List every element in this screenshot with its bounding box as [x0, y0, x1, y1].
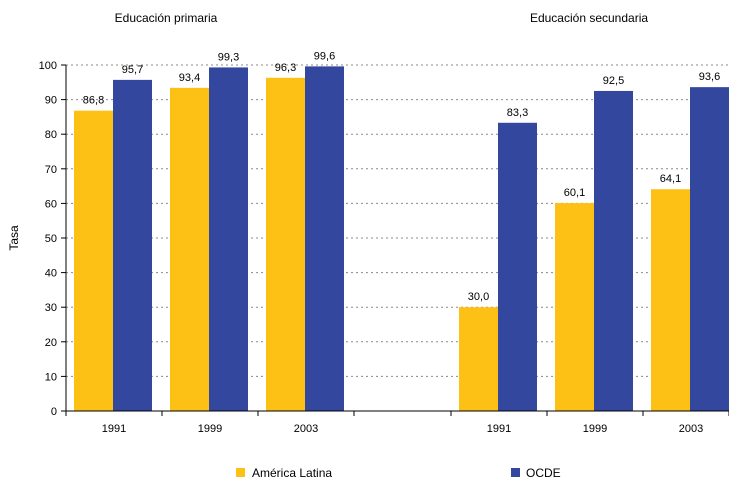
- bar-ocde: [305, 66, 344, 411]
- legend-label-america-latina: América Latina: [252, 466, 332, 480]
- data-label: 30,0: [468, 291, 489, 303]
- y-tick-label: 50: [45, 233, 57, 245]
- legend-label-ocde: OCDE: [526, 466, 561, 480]
- x-tick-label: 1999: [198, 423, 222, 435]
- y-tick-label: 0: [51, 406, 57, 418]
- x-tick-label: 1991: [102, 423, 126, 435]
- x-tick-label: 1991: [487, 423, 511, 435]
- data-label: 99,3: [218, 51, 239, 63]
- data-label: 92,5: [603, 75, 624, 87]
- bar-america-latina: [170, 87, 209, 411]
- labels: 0 10 20 30 40 50 60 70 80 90 100 Educación primaria…: [39, 11, 721, 435]
- y-tick-label: 60: [45, 198, 57, 210]
- bar-ocde: [209, 67, 248, 411]
- bar-ocde: [594, 90, 633, 411]
- bar-ocde: [113, 79, 152, 412]
- data-label: 96,3: [275, 62, 296, 74]
- y-tick-label: 40: [45, 268, 57, 280]
- data-label: 60,1: [564, 187, 585, 199]
- bar-america-latina: [555, 203, 594, 411]
- x-tick-label: 2003: [294, 423, 318, 435]
- y-tick-label: 100: [39, 60, 57, 72]
- y-tick-label: 30: [45, 302, 57, 314]
- bar-america-latina: [74, 110, 113, 411]
- y-tick-label: 10: [45, 371, 57, 383]
- data-label: 95,7: [122, 64, 143, 76]
- x-tick-label: 1999: [583, 423, 607, 435]
- data-label: 93,4: [179, 72, 200, 84]
- data-label: 64,1: [660, 173, 681, 185]
- bars: [74, 66, 729, 412]
- bar-america-latina: [651, 189, 690, 411]
- group-title: Educación primaria: [115, 11, 218, 25]
- y-tick-label: 20: [45, 337, 57, 349]
- legend: América Latina OCDE: [236, 466, 561, 480]
- x-tick-label: 2003: [679, 423, 703, 435]
- bar-america-latina: [459, 307, 498, 411]
- data-label: 93,6: [699, 71, 720, 83]
- axes: [61, 64, 729, 416]
- bar-america-latina: [266, 77, 305, 411]
- data-label: 86,8: [83, 95, 104, 107]
- legend-swatch-america-latina: [236, 468, 245, 477]
- y-axis-label: Tasa: [7, 225, 21, 251]
- y-tick-label: 90: [45, 95, 57, 107]
- data-label: 83,3: [507, 107, 528, 119]
- data-label: 99,6: [314, 50, 335, 62]
- y-tick-label: 80: [45, 129, 57, 141]
- bar-ocde: [498, 122, 537, 412]
- group-title: Educación secundaria: [530, 11, 648, 25]
- bar-ocde: [690, 87, 729, 412]
- y-tick-label: 70: [45, 164, 57, 176]
- legend-swatch-ocde: [511, 468, 520, 477]
